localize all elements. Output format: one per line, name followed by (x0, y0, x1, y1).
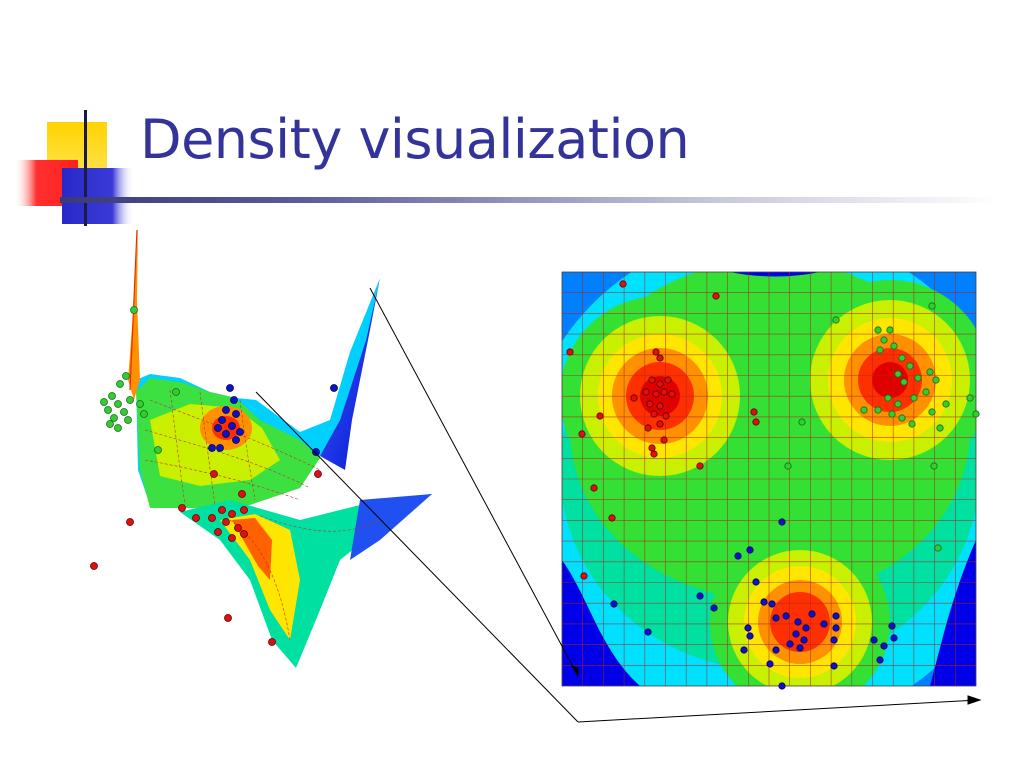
deco-blue-square (62, 168, 134, 224)
density-map-2d (562, 272, 976, 686)
surface-spike (128, 228, 140, 400)
title-underline (60, 197, 1000, 203)
surface-points-green (100, 306, 180, 454)
map-points-blue (610, 518, 898, 690)
surface-lower-blue-wing (350, 494, 432, 560)
map-points-red (566, 280, 760, 580)
surface-lower-hot (220, 514, 300, 640)
deco-vertical-line (84, 110, 87, 226)
title-decoration (14, 110, 134, 226)
map-border (561, 271, 977, 687)
surface-points-blue (208, 384, 338, 456)
slide-title: Density visualization (140, 108, 690, 171)
map-grid (562, 272, 976, 686)
surface-points-red (90, 470, 322, 646)
map-points-green (784, 302, 980, 552)
zoom-connector (255, 287, 982, 723)
surface-blue-peak (320, 278, 380, 470)
surface-3d-plot (128, 228, 432, 668)
